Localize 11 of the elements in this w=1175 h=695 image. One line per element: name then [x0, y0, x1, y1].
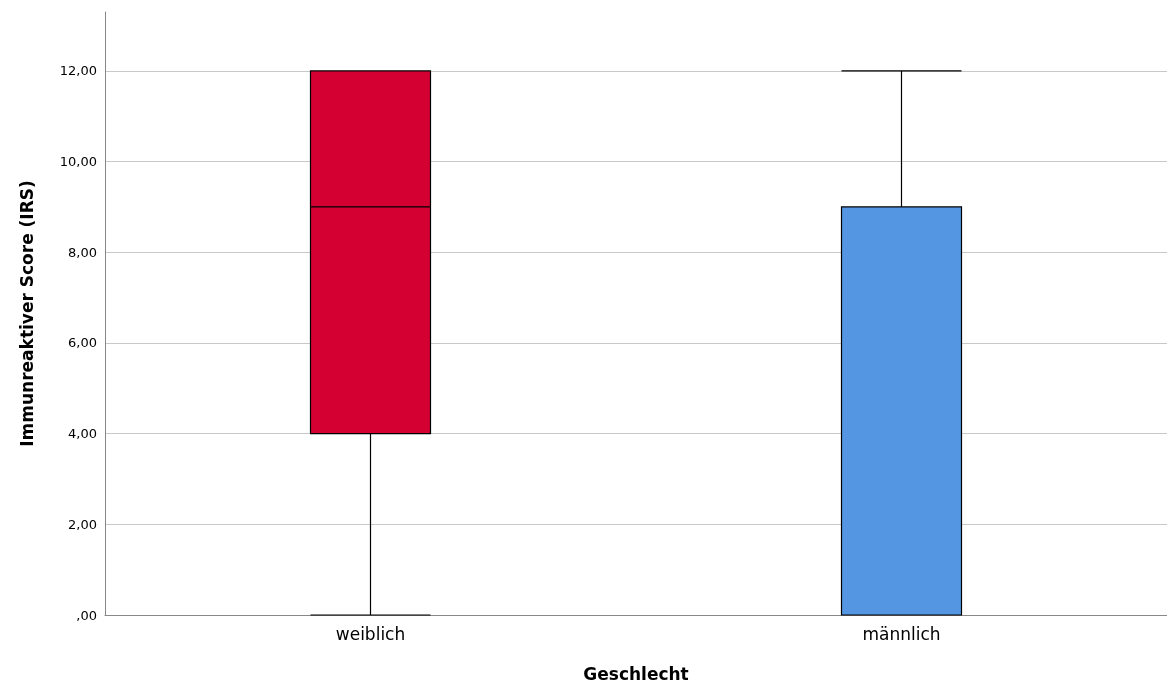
y-tick-label: 6,00: [68, 335, 97, 351]
x-tick-label: männlich: [862, 623, 941, 644]
x-axis-title: Geschlecht: [583, 663, 689, 684]
x-tick-label: weiblich: [335, 623, 406, 644]
y-axis-title: Immunreaktiver Score (IRS): [16, 180, 37, 447]
y-tick-label: 2,00: [68, 516, 97, 532]
y-tick-label: 4,00: [68, 426, 97, 442]
y-tick-label: 8,00: [68, 244, 97, 260]
y-tick-label: ,00: [76, 607, 97, 623]
y-tick-label: 12,00: [59, 63, 97, 79]
y-tick-label: 10,00: [59, 154, 97, 170]
